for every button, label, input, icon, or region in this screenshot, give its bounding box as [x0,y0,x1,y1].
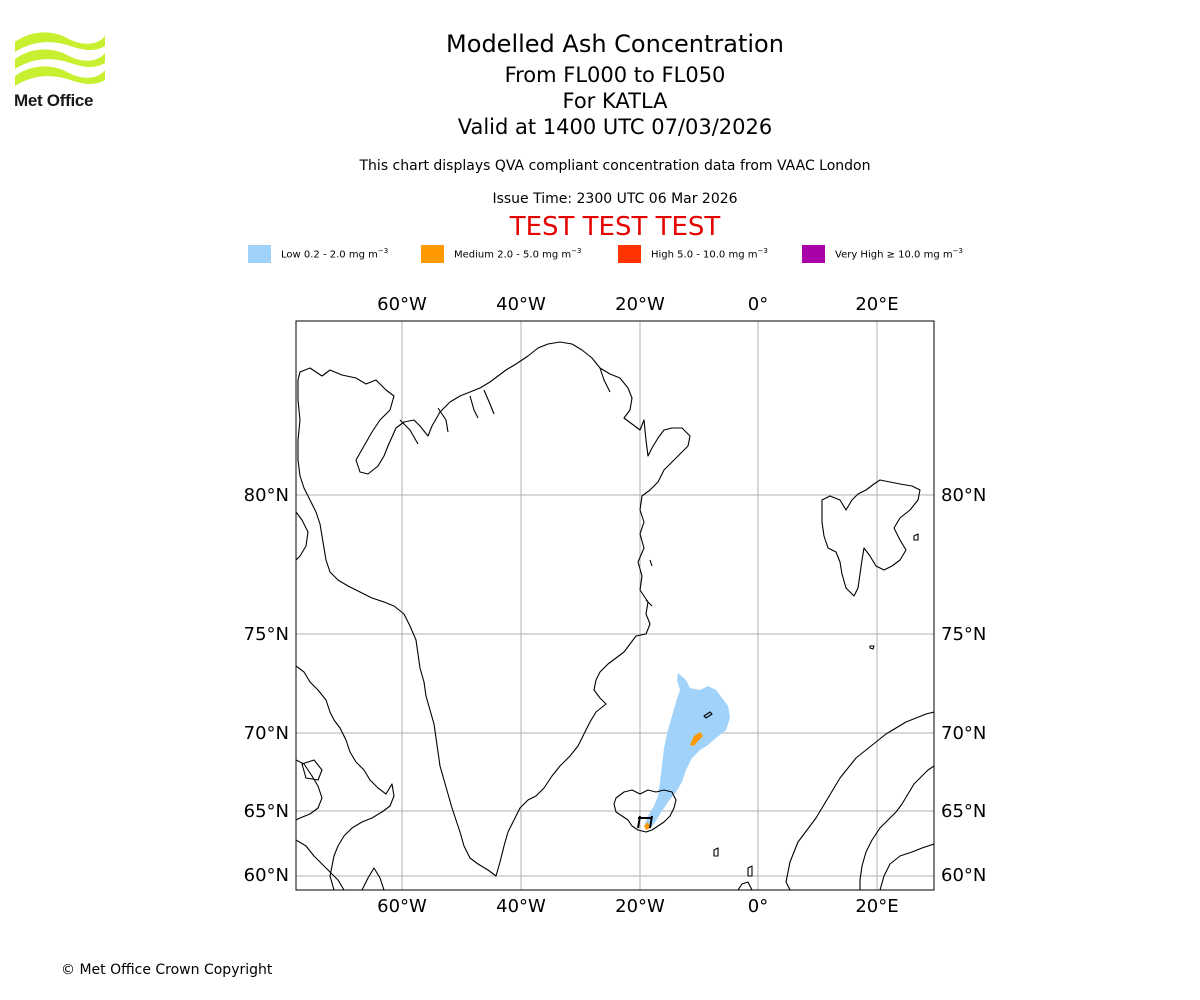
baltic-coast [879,843,934,890]
ash-plume-medium [690,732,703,746]
legend-swatch-high [618,245,641,263]
legend-item-low: Low 0.2 - 2.0 mg m−3 [248,244,388,264]
svalbard-coast [821,479,921,597]
iceland-coast [613,789,677,833]
lon-tick-top-20e: 20°E [855,294,898,315]
greenland-fjord-4 [483,389,495,415]
legend-item-very-high: Very High ≥ 10.0 mg m−3 [802,244,963,264]
legend-swatch-very-high [802,245,825,263]
canada-island-1 [301,759,323,781]
lat-tick-left-65n: 65°N [244,801,289,822]
logo-wave-1 [15,32,105,52]
lat-tick-right-80n: 80°N [941,485,986,506]
lon-tick-bottom-40w: 40°W [496,896,546,917]
legend: Low 0.2 - 2.0 mg m−3 Medium 2.0 - 5.0 mg… [0,0,1200,270]
met-office-logo [15,32,105,86]
katla-marker [637,815,653,829]
ash-plume-medium-2 [644,822,650,830]
valid-time: Valid at 1400 UTC 07/03/2026 [457,115,773,139]
canada-coast-2 [296,759,323,821]
legend-label-medium: Medium 2.0 - 5.0 mg m−3 [454,247,582,261]
legend-label-very-high: Very High ≥ 10.0 mg m−3 [835,247,963,261]
lon-tick-bottom-60w: 60°W [377,896,427,917]
lat-tick-right-75n: 75°N [941,624,986,645]
graticule [296,321,934,890]
subtitle: This chart displays QVA compliant concen… [359,158,871,174]
issue-time: Issue Time: 2300 UTC 06 Mar 2026 [492,191,738,207]
canada-coast-3 [296,839,345,890]
greenland-fjord-3 [469,395,479,419]
lat-tick-right-70n: 70°N [941,723,986,744]
lon-tick-bottom-20w: 20°W [615,896,665,917]
flight-level-range: From FL000 to FL050 [504,63,726,87]
greenland-fjord-5 [599,367,611,393]
bear-island [869,645,875,650]
lon-tick-bottom-0: 0° [748,896,768,917]
legend-item-medium: Medium 2.0 - 5.0 mg m−3 [421,244,581,264]
greenland-fjord-1 [399,419,419,445]
coastlines [296,341,934,890]
lon-tick-top-60w: 60°W [377,294,427,315]
labrador-coast [361,867,385,890]
legend-swatch-low [248,245,271,263]
lon-tick-bottom-20e: 20°E [855,896,898,917]
jan-mayen [703,711,713,719]
lat-tick-left-75n: 75°N [244,624,289,645]
map-frame [295,320,935,891]
chart-title: Modelled Ash Concentration [446,30,784,58]
greenland-fjord-2 [437,407,449,433]
greenland-coast [297,341,691,877]
shetland-islands [747,865,753,877]
legend-label-low: Low 0.2 - 2.0 mg m−3 [281,247,389,261]
volcano-name: For KATLA [562,89,668,113]
logo-wave-2 [15,49,105,69]
lat-tick-right-65n: 65°N [941,801,986,822]
greenland-fjord-6 [649,559,653,567]
ellesmere-coast [296,511,309,561]
test-banner: TEST TEST TEST [509,212,721,242]
scandinavia-coast [785,711,934,890]
lat-tick-left-70n: 70°N [244,723,289,744]
scotland-coast [737,881,753,890]
logo-wave-3 [15,66,105,86]
lon-tick-top-20w: 20°W [615,294,665,315]
legend-swatch-medium [421,245,444,263]
svalbard-island [913,533,919,541]
lon-tick-top-40w: 40°W [496,294,546,315]
copyright-notice: © Met Office Crown Copyright [61,962,273,978]
canada-coast [296,665,395,890]
lat-tick-left-60n: 60°N [244,865,289,886]
logo-text: Met Office [14,91,94,110]
lat-tick-left-80n: 80°N [244,485,289,506]
legend-label-high: High 5.0 - 10.0 mg m−3 [651,247,768,261]
legend-item-high: High 5.0 - 10.0 mg m−3 [618,244,768,264]
greenland-fjord-7 [645,599,653,607]
lat-tick-right-60n: 60°N [941,865,986,886]
faroe-islands [713,847,719,857]
lon-tick-top-0: 0° [748,294,768,315]
